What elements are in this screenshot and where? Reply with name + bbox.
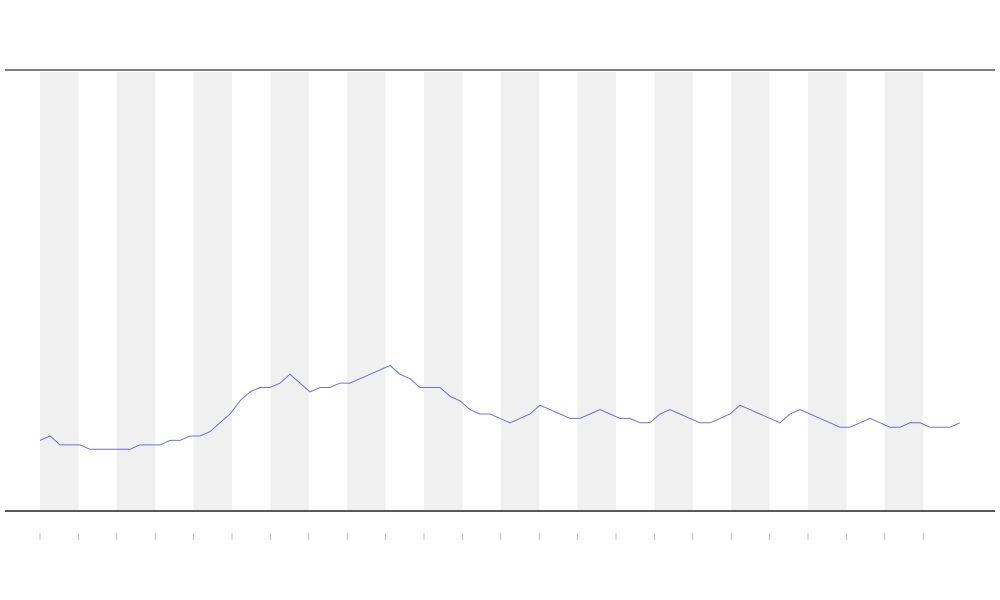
- band: [731, 72, 770, 510]
- background-bands: [40, 72, 924, 510]
- band: [654, 72, 693, 510]
- band: [500, 72, 540, 510]
- band: [884, 72, 924, 510]
- band: [347, 72, 386, 510]
- band: [40, 72, 79, 510]
- band: [808, 72, 847, 510]
- band: [577, 72, 616, 510]
- band: [116, 72, 156, 510]
- band: [424, 72, 463, 510]
- band: [193, 72, 232, 510]
- series-line: [39, 364, 961, 450]
- x-ticks: [39, 533, 924, 540]
- band: [270, 72, 309, 510]
